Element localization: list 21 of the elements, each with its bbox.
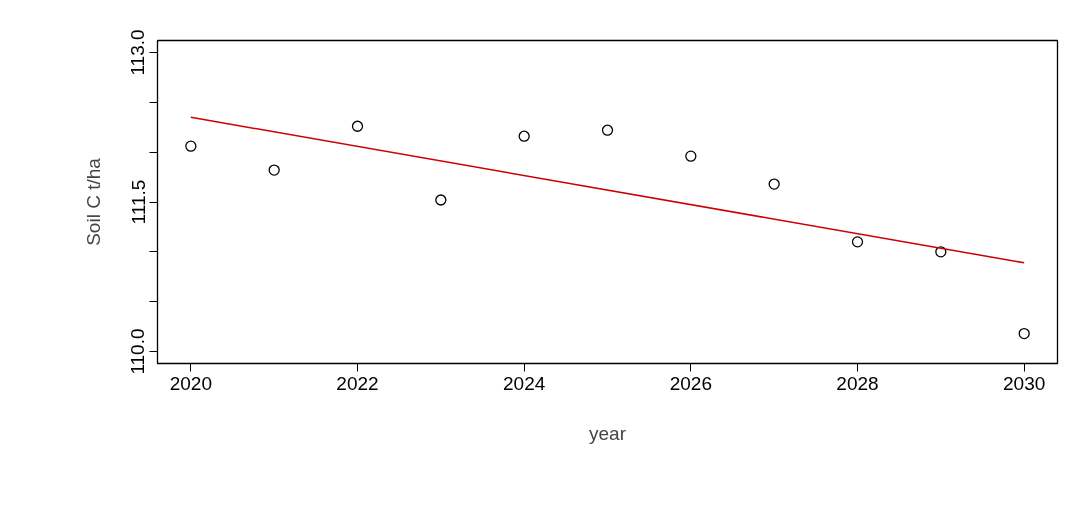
x-tick-label: 2024 xyxy=(503,372,546,394)
y-axis-title: Soil C t/ha xyxy=(82,157,104,246)
x-tick-label: 2028 xyxy=(836,372,879,394)
x-tick-label: 2022 xyxy=(336,372,379,394)
x-axis-title: year xyxy=(589,422,627,444)
y-tick-label: 113.0 xyxy=(127,29,149,76)
point xyxy=(685,150,697,162)
point xyxy=(518,130,530,142)
y-tick-label: 110.0 xyxy=(127,328,149,375)
x-tick-label: 2020 xyxy=(169,372,212,394)
y-tick-label: 111.5 xyxy=(127,179,149,225)
point xyxy=(1018,327,1030,340)
point xyxy=(351,120,364,132)
point xyxy=(768,178,780,190)
x-tick-label: 2030 xyxy=(1003,372,1046,394)
point xyxy=(601,124,614,136)
x-tick-label: 2026 xyxy=(669,372,712,394)
point xyxy=(268,164,280,176)
point xyxy=(185,140,197,152)
point xyxy=(851,236,864,248)
point xyxy=(435,194,447,206)
